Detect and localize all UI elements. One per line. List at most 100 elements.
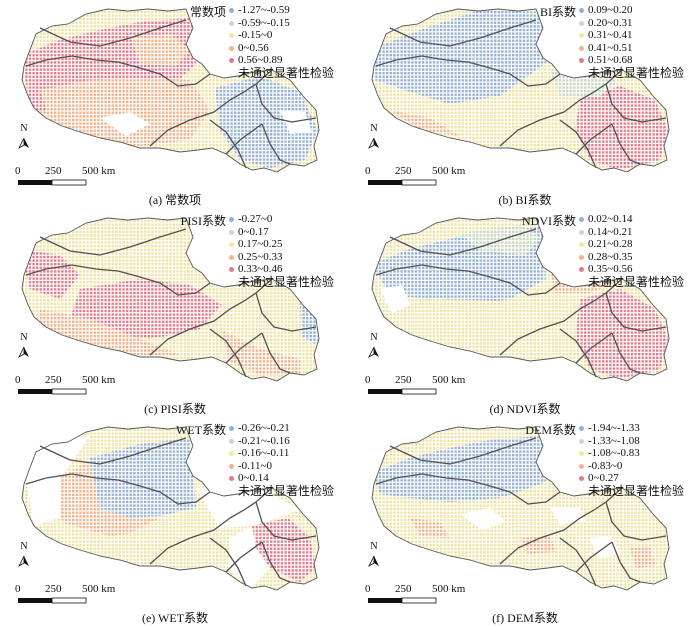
legend-swatch-icon — [579, 45, 584, 51]
scale-label: 0 — [365, 374, 371, 386]
legend-swatch-icon — [229, 451, 234, 456]
legend-swatch-icon — [229, 58, 234, 63]
region-boundary — [371, 217, 670, 382]
legend-label: 0.17~0.25 — [238, 238, 283, 250]
north-label: N — [20, 123, 28, 134]
legend-item: 0.20~0.31 — [578, 17, 684, 30]
north-label: N — [20, 541, 28, 552]
legend-label: 0.41~0.51 — [588, 41, 633, 54]
legend-not-significant: 未通过显著性检验 — [238, 65, 335, 80]
zone-orange — [410, 518, 450, 538]
legend-swatch-icon — [579, 476, 584, 481]
scale-label: 0 — [365, 583, 371, 595]
legend-not-significant: 未通过显著性检验 — [238, 483, 335, 498]
legend-swatch-icon — [579, 463, 584, 469]
inner-boundary — [499, 69, 623, 147]
legend-label: -0.83~0 — [588, 459, 623, 472]
legend-not-significant: 未通过显著性检验 — [588, 274, 685, 289]
zone-orange — [40, 78, 210, 146]
zone-white — [22, 436, 90, 526]
region-boundary — [21, 8, 320, 173]
legend-swatch-icon — [229, 438, 234, 444]
scale-label: 500 km — [82, 374, 116, 386]
map-svg — [18, 426, 320, 604]
inner-boundary — [39, 437, 187, 465]
map-svg — [368, 8, 670, 186]
legend-swatch-icon — [579, 267, 584, 272]
scale-label: 0 — [15, 374, 21, 386]
legend-swatch-icon — [229, 20, 234, 26]
inner-boundary — [209, 119, 247, 169]
legend: -1.27~-0.59 -0.59~-0.15 -0.15~0 0~0.56 0.56~… — [228, 4, 334, 79]
inner-boundary — [209, 328, 247, 378]
panel-caption: (d) NDVI系数 — [489, 402, 561, 416]
legend-swatch-icon — [229, 217, 234, 222]
inner-boundary — [261, 332, 291, 374]
legend: 0.09~0.20 0.20~0.31 0.31~0.41 0.41~0.51 0.51… — [578, 4, 684, 79]
inner-boundary — [499, 487, 623, 565]
legend-label: -0.16~-0.11 — [238, 447, 290, 459]
scale-label: 500 km — [432, 374, 466, 386]
scale-bar — [18, 597, 87, 604]
legend-label: 0.51~0.68 — [588, 54, 633, 66]
zone-blue — [372, 436, 546, 502]
map-panel-a: N 0 250 500 km 常数项 -1.27~-0.59 -0.59~-0.15 -0.1… — [0, 0, 350, 209]
legend-title: BI系数 — [539, 5, 576, 19]
panel-caption: (c) PISI系数 — [144, 402, 206, 416]
legend-swatch-icon — [229, 33, 234, 38]
legend: -0.26~-0.21 -0.21~-0.16 -0.16~-0.11 -0.11~0… — [228, 422, 334, 497]
inner-boundary — [255, 501, 317, 541]
inner-boundary — [375, 264, 561, 296]
legend-swatch-icon — [579, 58, 584, 63]
legend-label: 0.25~0.33 — [238, 250, 283, 263]
scale-label: 250 — [395, 165, 412, 177]
legend-label: -1.27~-0.59 — [238, 4, 290, 16]
zone-red — [575, 289, 668, 379]
legend-title: PISI系数 — [180, 214, 226, 228]
legend-label: -0.21~-0.16 — [238, 434, 290, 447]
legend-swatch-icon — [579, 20, 584, 26]
scale-label: 0 — [365, 165, 371, 177]
zone-white — [228, 526, 270, 588]
legend-item: 0.17~0.25 — [228, 238, 334, 251]
legend-label: -0.15~0 — [238, 29, 273, 41]
zone-orange — [630, 546, 656, 568]
legend-item: 0.14~0.21 — [578, 226, 684, 239]
legend-item: 0~0.56 — [228, 42, 334, 55]
legend-item: -0.16~-0.11 — [228, 447, 334, 460]
zone-orange — [520, 536, 556, 554]
legend-item: 0.31~0.41 — [578, 29, 684, 42]
inner-boundary — [559, 328, 597, 378]
panel-caption: (f) DEM系数 — [492, 611, 558, 625]
inner-boundary — [25, 473, 211, 505]
legend-not-significant: 未通过显著性检验 — [588, 65, 685, 80]
legend-label: 0.33~0.46 — [238, 263, 283, 275]
legend-swatch-icon — [579, 451, 584, 456]
legend-label: 0.21~0.28 — [588, 238, 633, 250]
legend-swatch-icon — [229, 8, 234, 13]
north-label: N — [20, 332, 28, 343]
inner-boundary — [611, 332, 641, 374]
map-svg — [18, 8, 320, 186]
region-boundary — [21, 426, 320, 591]
map-panel-b: N 0 250 500 km BI系数 0.09~0.20 0.20~0.31 0.31~0.… — [350, 0, 700, 209]
legend-item: -1.33~-1.08 — [578, 435, 684, 448]
legend-item: 0.33~0.46 — [228, 263, 334, 276]
legend-label: 0.09~0.20 — [588, 4, 633, 16]
zone-blue — [215, 76, 318, 168]
scale-label: 250 — [395, 374, 412, 386]
legend-item: -0.15~0 — [228, 29, 334, 42]
legend-item: 0~0.27 — [578, 472, 684, 485]
scale-bar — [368, 179, 437, 186]
inner-boundary — [39, 228, 187, 256]
legend-title: DEM系数 — [525, 423, 576, 437]
legend-item: -0.59~-0.15 — [228, 17, 334, 30]
zone-yellow — [230, 289, 315, 339]
inner-boundary — [225, 123, 263, 155]
legend-swatch-icon — [229, 242, 234, 247]
legend-item: 0~0.17 — [228, 226, 334, 239]
legend-label: -1.33~-1.08 — [588, 434, 640, 447]
legend-swatch-icon — [229, 254, 234, 260]
legend-swatch-icon — [579, 426, 584, 431]
legend-item: 0.35~0.56 — [578, 263, 684, 276]
